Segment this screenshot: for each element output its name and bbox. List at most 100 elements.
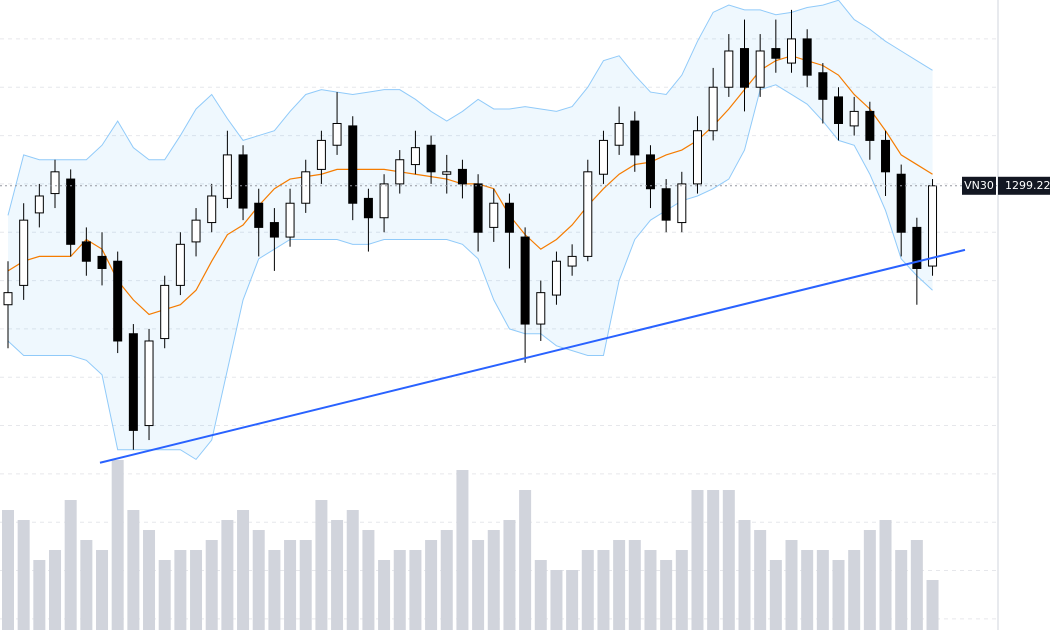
candle-body [316, 139, 326, 170]
volume-bar [362, 530, 375, 630]
volume-bar [2, 510, 14, 630]
band-line [7, 0, 933, 216]
volume-bar [96, 550, 109, 630]
candle-body [426, 144, 436, 173]
candle-body [881, 139, 891, 173]
candle-body [787, 38, 796, 64]
candle-body [818, 72, 828, 100]
volume-bar [660, 560, 673, 630]
candle-body [238, 154, 248, 209]
volume-bar [440, 530, 453, 630]
volume-bar [49, 550, 62, 630]
volume-bar [299, 540, 312, 630]
volume-bar [816, 550, 829, 630]
volume-bar [769, 560, 782, 630]
last-price-label: 1299.22 [1005, 179, 1050, 192]
volume-bar [425, 540, 438, 630]
volume-bar [284, 540, 297, 630]
candle-body [645, 154, 655, 190]
candle-body [771, 48, 781, 59]
volume-bar [691, 490, 704, 630]
candle-body [739, 48, 749, 88]
volume-bar [785, 540, 798, 630]
symbol-label: VN30 [964, 179, 994, 192]
volume-bar [722, 490, 735, 630]
candle-body [567, 255, 577, 267]
candle-body [410, 147, 420, 166]
volume-bar [174, 550, 187, 630]
axis-background [998, 0, 1050, 630]
candle-body [395, 159, 405, 185]
candle-body [473, 183, 483, 233]
volume-bar [64, 500, 77, 630]
volume-bar [832, 560, 845, 630]
candle-body [457, 168, 467, 185]
candle-body [3, 292, 13, 306]
trendline [99, 248, 966, 464]
candle-body [97, 255, 107, 269]
volume-bar [597, 550, 610, 630]
volume-bar [644, 550, 657, 630]
candle-body [614, 122, 624, 146]
candle-body [928, 185, 938, 267]
candle-body [348, 125, 358, 204]
volume-bar [707, 490, 720, 630]
volume-bar [863, 530, 876, 630]
candle-body [677, 183, 687, 224]
volume-bar [252, 530, 265, 630]
volume-bar [534, 560, 547, 630]
candle-body [630, 120, 640, 156]
candle-body [254, 202, 264, 228]
candle-body [520, 236, 530, 325]
candle-body [332, 122, 342, 146]
candle-body [849, 110, 859, 127]
volume-bar [158, 560, 171, 630]
candle-body [551, 260, 561, 296]
candle-body [755, 50, 765, 88]
volume-bar [378, 560, 391, 630]
candle-body [802, 38, 812, 76]
volume-bar [472, 540, 485, 630]
band-line [7, 84, 933, 461]
volume-bar [487, 530, 500, 630]
volume-bar [80, 540, 93, 630]
candle-body [504, 202, 514, 233]
band-fill [8, 0, 933, 460]
candle-body [222, 154, 232, 199]
candle-body [489, 202, 499, 228]
volume-bar [221, 520, 234, 630]
candle-body [536, 292, 546, 325]
candle-body [692, 130, 702, 185]
volume-bar [581, 550, 594, 630]
volume-bar [503, 520, 516, 630]
volume-bar [33, 560, 46, 630]
volume-bar [409, 550, 422, 630]
candle-body [66, 178, 76, 245]
volume-bar [848, 550, 861, 630]
candle-body [128, 333, 138, 431]
candle-body [442, 171, 452, 175]
volume-bar [613, 540, 626, 630]
symbol-tag [962, 176, 996, 195]
candle-body [50, 171, 60, 195]
candle-body [661, 188, 671, 221]
volume-bar [205, 540, 218, 630]
candle-body [363, 197, 373, 219]
volume-bar [926, 580, 939, 630]
candle-body [175, 243, 185, 286]
candle-body [191, 219, 201, 243]
candle-body [113, 260, 123, 342]
volume-bar [519, 490, 532, 630]
candle-body [301, 171, 311, 204]
volume-bar [895, 550, 908, 630]
volume-bar [550, 570, 563, 630]
volume-bar [566, 570, 579, 630]
candle-body [896, 173, 906, 233]
candle-body [865, 110, 875, 141]
volume-bar [17, 520, 30, 630]
volume-bar [628, 540, 641, 630]
volume-bar [190, 550, 203, 630]
candle-body [912, 226, 922, 269]
volume-bar [346, 510, 359, 630]
